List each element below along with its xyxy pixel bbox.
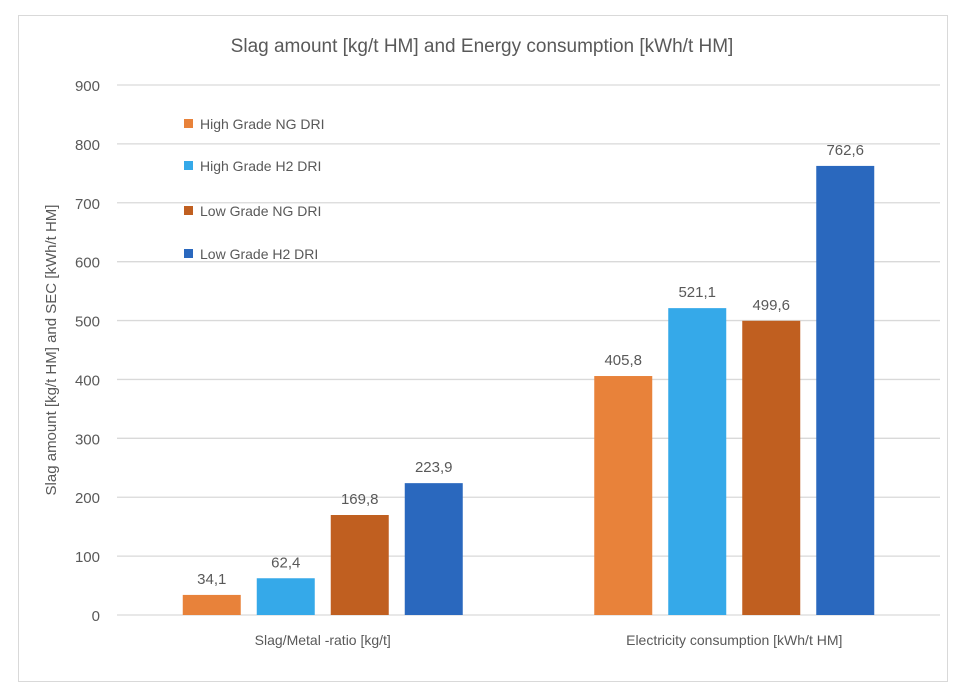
legend-label: High Grade H2 DRI bbox=[200, 158, 321, 174]
bar bbox=[742, 320, 801, 615]
bar bbox=[668, 308, 727, 615]
y-tick-label: 600 bbox=[75, 255, 100, 272]
x-category-label: Electricity consumption [kWh/t HM] bbox=[626, 632, 842, 648]
chart-title: Slag amount [kg/t HM] and Energy consump… bbox=[231, 36, 734, 57]
legend-label: Low Grade NG DRI bbox=[200, 203, 321, 219]
legend-label: Low Grade H2 DRI bbox=[200, 246, 318, 262]
y-tick-label: 0 bbox=[92, 608, 100, 625]
y-tick-label: 200 bbox=[75, 490, 100, 507]
legend-label: High Grade NG DRI bbox=[200, 116, 324, 132]
data-label: 34,1 bbox=[197, 571, 226, 588]
y-tick-label: 900 bbox=[75, 78, 100, 95]
bar bbox=[816, 165, 875, 615]
bar bbox=[594, 376, 653, 615]
y-tick-label: 100 bbox=[75, 549, 100, 566]
bar bbox=[182, 594, 241, 615]
data-label: 762,6 bbox=[826, 142, 864, 159]
bar bbox=[404, 483, 463, 615]
y-tick-label: 500 bbox=[75, 314, 100, 331]
legend-swatch bbox=[184, 206, 193, 215]
y-tick-label: 800 bbox=[75, 137, 100, 154]
legend-swatch bbox=[184, 119, 193, 128]
y-tick-label: 400 bbox=[75, 372, 100, 389]
bar bbox=[256, 578, 315, 615]
data-label: 62,4 bbox=[271, 554, 300, 571]
data-label: 169,8 bbox=[341, 491, 379, 508]
bar bbox=[330, 515, 389, 615]
data-label: 223,9 bbox=[415, 459, 453, 476]
legend-swatch bbox=[184, 161, 193, 170]
data-label: 499,6 bbox=[752, 297, 790, 314]
y-tick-label: 300 bbox=[75, 431, 100, 448]
data-label: 405,8 bbox=[604, 352, 642, 369]
x-category-label: Slag/Metal -ratio [kg/t] bbox=[255, 632, 391, 648]
y-tick-label: 700 bbox=[75, 196, 100, 213]
y-axis-label: Slag amount [kg/t HM] and SEC [kWh/t HM] bbox=[43, 205, 60, 496]
legend-swatch bbox=[184, 249, 193, 258]
data-label: 521,1 bbox=[678, 284, 716, 301]
chart-frame bbox=[18, 15, 948, 682]
